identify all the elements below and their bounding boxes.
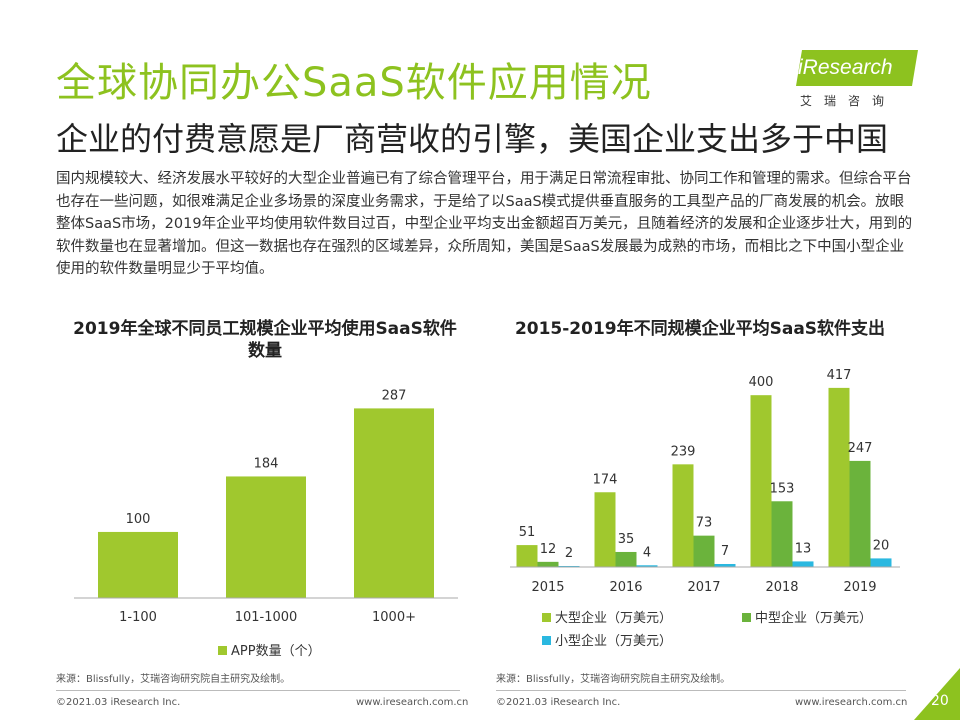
chart2-title: 2015-2019年不同规模企业平均SaaS软件支出 <box>514 319 886 339</box>
legend-swatch <box>542 636 551 645</box>
chart2-legend-large: 大型企业（万美元） <box>542 607 672 626</box>
chart1-legend-apps: APP数量（个） <box>218 640 321 659</box>
logo-brand: iResearch <box>798 56 893 79</box>
legend-swatch <box>218 646 227 655</box>
bar <box>594 492 616 567</box>
page-subtitle: 企业的付费意愿是厂商营收的引擎，美国企业支出多于中国 <box>56 120 889 158</box>
bar-data-label: 73 <box>696 516 713 531</box>
bar <box>870 558 892 567</box>
chart2-source: 来源：Blissfully，艾瑞咨询研究院自主研究及绘制。 <box>496 674 731 685</box>
bar <box>537 561 559 567</box>
body-paragraph: 国内规模较大、经济发展水平较好的大型企业普遍已有了综合管理平台，用于满足日常流程… <box>56 171 913 277</box>
x-tick-label: 101-1000 <box>235 610 298 625</box>
bar <box>693 535 715 567</box>
bar-data-label: 2 <box>565 546 573 561</box>
bar-data-label: 4 <box>643 545 651 560</box>
bar <box>849 460 871 567</box>
legend-swatch <box>542 613 551 622</box>
bar-data-label: 100 <box>126 512 151 527</box>
legend-label: 大型企业（万美元） <box>555 611 673 626</box>
bar-data-label: 239 <box>671 444 696 459</box>
bar-data-label: 12 <box>540 542 557 557</box>
page-title: 全球协同办公SaaS软件应用情况 <box>56 60 652 106</box>
bar <box>636 565 658 567</box>
footer-divider-right <box>496 690 906 691</box>
footer-copyright-right: ©2021.03 iResearch Inc. <box>496 697 621 708</box>
x-tick-label: 2018 <box>765 580 798 595</box>
bar-data-label: 247 <box>848 441 873 456</box>
bar <box>98 531 178 598</box>
footer-copyright-left: ©2021.03 iResearch Inc. <box>56 697 181 708</box>
bar <box>771 501 793 567</box>
bar-data-label: 400 <box>749 375 774 390</box>
chart2-legend-small: 小型企业（万美元） <box>542 630 672 649</box>
legend-label: APP数量（个） <box>231 644 321 659</box>
bar-data-label: 51 <box>519 525 536 540</box>
bar-data-label: 184 <box>254 456 279 471</box>
legend-label: 中型企业（万美元） <box>755 611 873 626</box>
bar-data-label: 153 <box>770 481 795 496</box>
bar-data-label: 35 <box>618 532 635 547</box>
bar-data-label: 174 <box>593 472 618 487</box>
bar <box>714 563 736 567</box>
bar <box>750 395 772 567</box>
legend-swatch <box>742 613 751 622</box>
bar <box>672 464 694 567</box>
page-number: 20 <box>931 693 949 709</box>
bar <box>792 561 814 567</box>
x-tick-label: 2019 <box>843 580 876 595</box>
chart2-legend-medium: 中型企业（万美元） <box>742 607 872 626</box>
footer-url-left[interactable]: www.iresearch.com.cn <box>356 697 469 708</box>
x-tick-label: 1000+ <box>372 610 416 625</box>
bar <box>615 551 637 567</box>
chart1-title: 2019年全球不同员工规模企业平均使用SaaS软件数量 <box>73 319 457 361</box>
bar <box>516 545 538 567</box>
bar <box>354 408 434 598</box>
bar-data-label: 417 <box>827 368 852 383</box>
x-tick-label: 1-100 <box>119 610 157 625</box>
footer-url-right[interactable]: www.iresearch.com.cn <box>795 697 908 708</box>
logo-background <box>796 50 918 86</box>
bar-data-label: 7 <box>721 544 729 559</box>
logo-subtext: 艾瑞咨询 <box>800 94 897 108</box>
bar-data-label: 287 <box>382 388 407 403</box>
bar-data-label: 13 <box>795 541 812 556</box>
footer-divider-left <box>56 690 460 691</box>
bar <box>226 476 306 598</box>
x-tick-label: 2017 <box>687 580 720 595</box>
iresearch-logo: iResearch 艾瑞咨询 <box>788 50 918 110</box>
legend-label: 小型企业（万美元） <box>555 634 673 649</box>
x-tick-label: 2015 <box>531 580 564 595</box>
chart1-source: 来源：Blissfully，艾瑞咨询研究院自主研究及绘制。 <box>56 674 291 685</box>
bar <box>828 387 850 567</box>
x-tick-label: 2016 <box>609 580 642 595</box>
bar-data-label: 20 <box>873 538 890 553</box>
